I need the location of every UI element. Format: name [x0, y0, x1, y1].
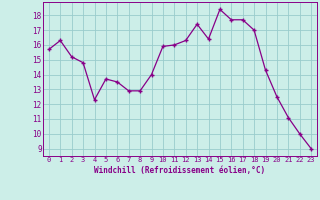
X-axis label: Windchill (Refroidissement éolien,°C): Windchill (Refroidissement éolien,°C): [94, 166, 266, 175]
